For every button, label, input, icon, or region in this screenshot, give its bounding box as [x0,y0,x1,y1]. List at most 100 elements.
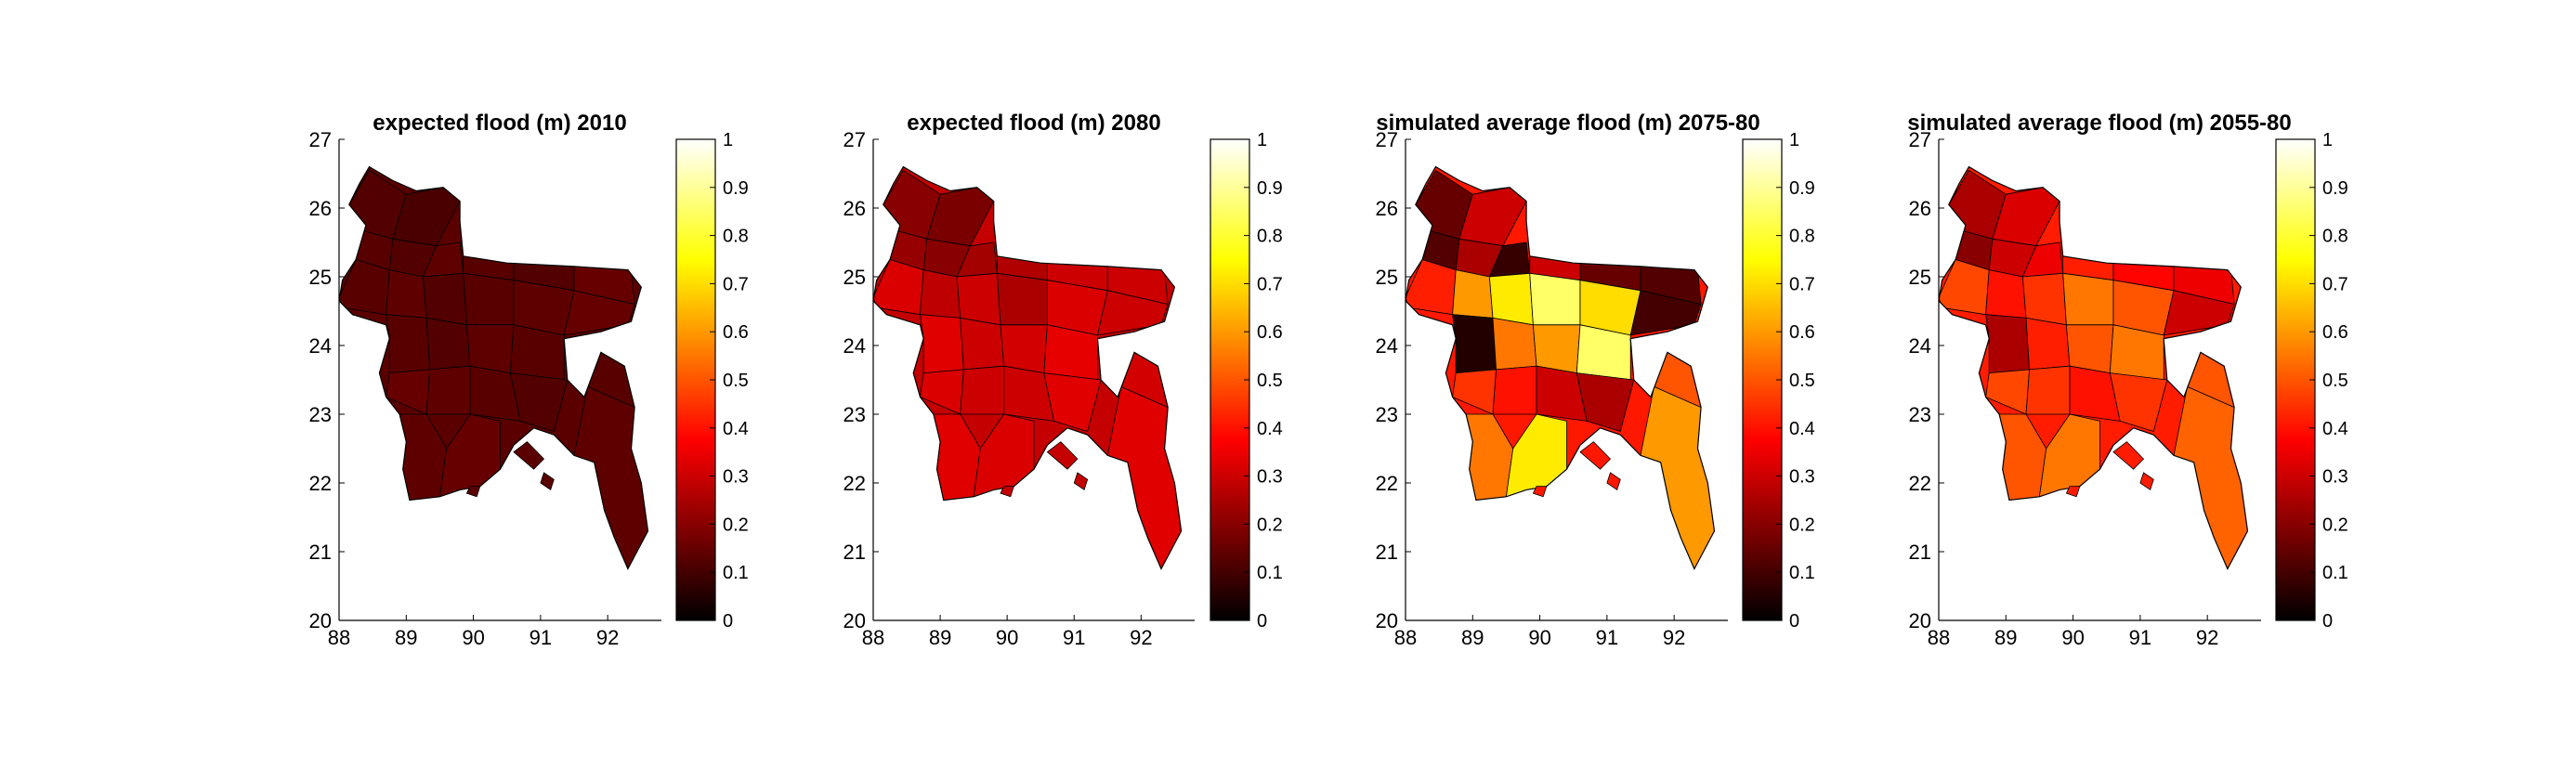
map-panel-1: expected flood (m) 2010 20 21 22 23 24 25 26 27 8… [309,111,749,649]
y-tick-label: 23 [843,403,866,426]
colorbar-tick-label: 0.1 [723,563,749,583]
district-region[interactable] [920,269,961,319]
district-region[interactable] [1492,365,1537,415]
district-region[interactable] [1985,314,2031,374]
colorbar [2275,138,2316,621]
y-tick-label: 24 [309,334,332,358]
district-region[interactable] [422,272,467,326]
district-region[interactable] [2025,365,2071,415]
island [2112,441,2145,470]
district-region[interactable] [573,385,648,569]
panel-title: simulated average flood (m) 2055-80 [1907,111,2291,136]
colorbar-tick-label: 0.7 [1789,274,1815,294]
y-tick-label: 24 [1909,334,1931,358]
y-tick-label: 21 [843,541,866,564]
x-tick-label: 88 [862,626,884,649]
district-region[interactable] [1939,259,1990,316]
district-region[interactable] [2062,272,2114,326]
x-tick-label: 90 [462,626,484,649]
district-region[interactable] [2065,324,2114,374]
district-region[interactable] [1406,259,1457,316]
y-tick-label: 26 [1376,197,1398,220]
x-tick-label: 91 [1063,626,1085,649]
district-region[interactable] [465,324,515,374]
district-region[interactable] [1106,385,1182,569]
y-tick-label: 21 [1909,541,1931,564]
x-tick-label: 91 [1596,626,1618,649]
district-layer [339,169,648,569]
y-tick-label: 25 [1909,266,1931,289]
district-region[interactable] [1492,317,1537,371]
y-tick-label: 26 [843,197,866,220]
district-region[interactable] [563,290,635,336]
panel-title: simulated average flood (m) 2075-80 [1376,111,1759,136]
district-region[interactable] [920,314,964,374]
x-tick-label: 91 [2129,626,2151,649]
colorbar-tick-label: 0.9 [1257,178,1283,199]
district-region[interactable] [2163,290,2235,336]
colorbar-tick-label: 0.7 [2322,274,2348,294]
district-layer [1406,169,1715,569]
district-region[interactable] [1000,324,1048,374]
colorbar-tick-label: 0.9 [1789,178,1815,199]
colorbar-tick-label: 0.2 [1257,515,1283,535]
colorbar-tick-label: 0.2 [723,515,749,535]
colorbar-tick-label: 0 [723,611,733,632]
island [1000,486,1014,498]
y-tick-label: 22 [843,472,866,495]
colorbar [675,138,716,621]
island [1046,441,1079,470]
x-tick-label: 88 [328,626,350,649]
map-panel-4: simulated average flood (m) 2055-80 20 21 2… [1907,111,2348,649]
district-region[interactable] [1985,269,2027,319]
colorbar-tick-label: 0.4 [1789,419,1815,439]
island [2139,472,2154,491]
colorbar-tick-label: 0.4 [2322,419,2348,439]
district-region[interactable] [425,317,471,371]
x-tick-label: 92 [2196,626,2218,649]
island [1606,472,1621,491]
district-region[interactable] [2021,272,2067,326]
island [2065,486,2081,498]
y-tick-label: 20 [1909,609,1931,632]
island [465,486,481,498]
district-region[interactable] [960,317,1004,371]
district-region[interactable] [1529,272,1581,326]
x-tick-label: 90 [2061,626,2084,649]
district-region[interactable] [1629,290,1702,336]
y-tick-label: 23 [1376,403,1398,426]
district-region[interactable] [956,272,1001,326]
island [1073,472,1089,491]
district-region[interactable] [425,365,471,415]
district-region[interactable] [386,314,431,374]
colorbar-tick-label: 0.3 [723,467,749,488]
district-region[interactable] [1640,385,1715,569]
district-region[interactable] [997,272,1048,326]
panel-title: expected flood (m) 2010 [373,111,626,136]
x-tick-label: 92 [596,626,619,649]
country-outline [1405,165,1716,570]
y-tick-label: 22 [309,472,332,495]
district-region[interactable] [873,259,924,316]
district-region[interactable] [1533,324,1581,374]
district-region[interactable] [960,365,1004,415]
x-tick-label: 88 [1928,626,1950,649]
y-tick-label: 24 [1376,334,1398,358]
district-region[interactable] [1489,272,1534,326]
y-tick-label: 25 [843,266,866,289]
x-tick-label: 90 [1528,626,1550,649]
colorbar-tick-label: 0.1 [1789,563,1815,583]
district-region[interactable] [1452,269,1494,319]
island [1579,441,1612,470]
district-region[interactable] [463,272,515,326]
island [540,472,555,491]
district-region[interactable] [1452,314,1497,374]
district-region[interactable] [2025,317,2071,371]
colorbar-tick-label: 0.1 [1257,563,1283,583]
district-region[interactable] [2173,385,2248,569]
district-region[interactable] [386,269,427,319]
district-region[interactable] [339,259,390,316]
y-tick-label: 24 [843,334,866,358]
country-outline [338,165,649,570]
district-region[interactable] [1097,290,1169,336]
